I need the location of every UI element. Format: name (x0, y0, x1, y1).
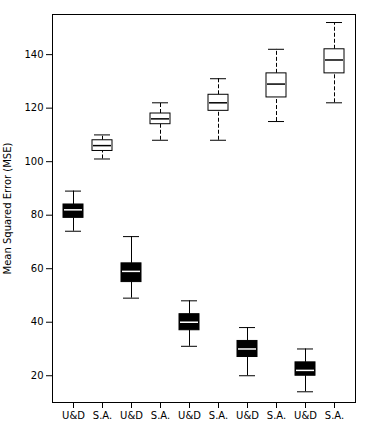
svg-text:S.A.: S.A. (325, 410, 344, 421)
svg-text:S.A.: S.A. (93, 410, 112, 421)
svg-text:U&D: U&D (120, 410, 143, 421)
svg-text:80: 80 (31, 209, 44, 220)
svg-text:U&D: U&D (178, 410, 201, 421)
svg-text:S.A.: S.A. (209, 410, 228, 421)
svg-text:40: 40 (31, 316, 44, 327)
svg-text:Mean Squared Error (MSE): Mean Squared Error (MSE) (2, 143, 13, 275)
svg-text:U&D: U&D (62, 410, 85, 421)
svg-text:100: 100 (24, 156, 43, 167)
svg-text:S.A.: S.A. (267, 410, 286, 421)
svg-text:S.A.: S.A. (151, 410, 170, 421)
svg-text:120: 120 (24, 102, 43, 113)
svg-text:U&D: U&D (294, 410, 317, 421)
svg-text:U&D: U&D (236, 410, 259, 421)
svg-text:20: 20 (31, 370, 44, 381)
svg-text:60: 60 (31, 263, 44, 274)
svg-text:140: 140 (24, 49, 43, 60)
